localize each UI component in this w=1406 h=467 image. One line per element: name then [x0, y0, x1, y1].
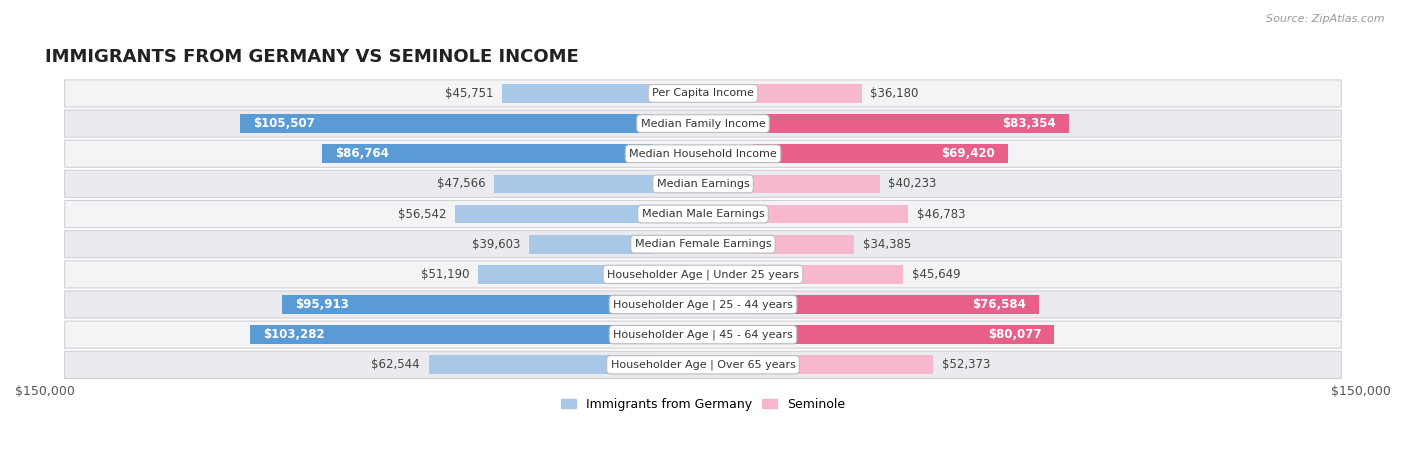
Text: $103,282: $103,282: [263, 328, 325, 341]
FancyBboxPatch shape: [65, 321, 1341, 348]
Text: Source: ZipAtlas.com: Source: ZipAtlas.com: [1267, 14, 1385, 24]
Bar: [240, 114, 652, 133]
Bar: [754, 265, 903, 283]
Bar: [529, 235, 652, 254]
Text: $83,354: $83,354: [1001, 117, 1056, 130]
Text: $56,542: $56,542: [398, 207, 446, 220]
Text: Median Male Earnings: Median Male Earnings: [641, 209, 765, 219]
FancyBboxPatch shape: [65, 351, 1341, 378]
Text: $46,783: $46,783: [917, 207, 966, 220]
Text: $51,190: $51,190: [422, 268, 470, 281]
Text: $45,649: $45,649: [912, 268, 960, 281]
Bar: [283, 295, 652, 314]
Bar: [754, 355, 932, 374]
FancyBboxPatch shape: [65, 291, 1341, 318]
Text: Median Household Income: Median Household Income: [628, 149, 778, 159]
Text: $47,566: $47,566: [437, 177, 485, 191]
Bar: [754, 295, 1039, 314]
Text: $105,507: $105,507: [253, 117, 315, 130]
Text: $80,077: $80,077: [987, 328, 1042, 341]
Text: $39,603: $39,603: [472, 238, 520, 251]
Bar: [754, 235, 853, 254]
FancyBboxPatch shape: [65, 110, 1341, 137]
Legend: Immigrants from Germany, Seminole: Immigrants from Germany, Seminole: [555, 393, 851, 416]
Text: IMMIGRANTS FROM GERMANY VS SEMINOLE INCOME: IMMIGRANTS FROM GERMANY VS SEMINOLE INCO…: [45, 48, 579, 66]
Bar: [495, 175, 652, 193]
Text: Median Earnings: Median Earnings: [657, 179, 749, 189]
Bar: [754, 325, 1054, 344]
Text: Householder Age | 25 - 44 years: Householder Age | 25 - 44 years: [613, 299, 793, 310]
Text: Per Capita Income: Per Capita Income: [652, 88, 754, 99]
Bar: [754, 144, 1008, 163]
FancyBboxPatch shape: [65, 80, 1341, 107]
Bar: [754, 175, 880, 193]
Text: $40,233: $40,233: [889, 177, 936, 191]
Text: $36,180: $36,180: [870, 87, 920, 100]
Text: $52,373: $52,373: [942, 358, 990, 371]
Bar: [250, 325, 652, 344]
Bar: [322, 144, 652, 163]
FancyBboxPatch shape: [65, 140, 1341, 167]
FancyBboxPatch shape: [65, 261, 1341, 288]
FancyBboxPatch shape: [65, 200, 1341, 227]
Text: $45,751: $45,751: [446, 87, 494, 100]
Bar: [754, 84, 862, 103]
Text: Median Female Earnings: Median Female Earnings: [634, 239, 772, 249]
Bar: [478, 265, 652, 283]
Bar: [754, 114, 1069, 133]
Bar: [456, 205, 652, 223]
Bar: [754, 205, 908, 223]
Text: Householder Age | 45 - 64 years: Householder Age | 45 - 64 years: [613, 329, 793, 340]
FancyBboxPatch shape: [65, 231, 1341, 258]
Text: $69,420: $69,420: [941, 147, 994, 160]
Text: $95,913: $95,913: [295, 298, 349, 311]
FancyBboxPatch shape: [65, 170, 1341, 198]
Text: $62,544: $62,544: [371, 358, 420, 371]
Text: $86,764: $86,764: [336, 147, 389, 160]
Text: Median Family Income: Median Family Income: [641, 119, 765, 128]
Text: Householder Age | Under 25 years: Householder Age | Under 25 years: [607, 269, 799, 280]
Text: $76,584: $76,584: [972, 298, 1026, 311]
Text: $34,385: $34,385: [863, 238, 911, 251]
Bar: [429, 355, 652, 374]
Text: Householder Age | Over 65 years: Householder Age | Over 65 years: [610, 360, 796, 370]
Bar: [502, 84, 652, 103]
